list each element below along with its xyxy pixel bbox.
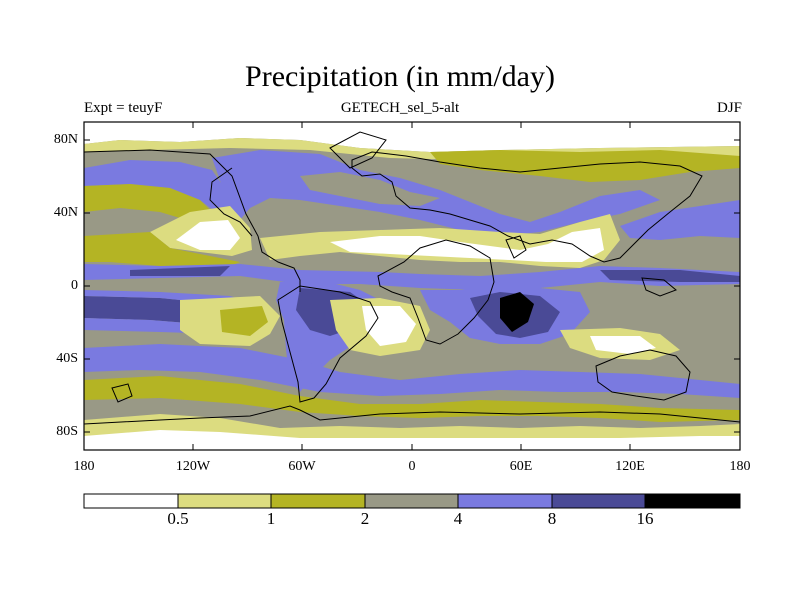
coast-nam-west: [209, 167, 253, 237]
season-label: DJF: [716, 100, 742, 116]
africa-wet-core: [500, 292, 534, 332]
arctic-dry: [84, 122, 740, 152]
atlantic-gray-pocket: [300, 172, 440, 206]
southeast-pacific-olive: [220, 306, 268, 336]
colorbar-bin-7: [645, 494, 740, 508]
coast-antarctica: [84, 405, 740, 425]
nam-arid-core: [176, 220, 240, 250]
colorbar-frame: [83, 493, 741, 509]
coastlines: [84, 131, 740, 425]
lon-label-120w: 120W: [175, 459, 211, 474]
subtropical-pacific-band: [84, 232, 240, 270]
atlantic-storm-track: [212, 150, 660, 236]
subantarctic-olive: [84, 376, 740, 422]
itcz-main: [84, 264, 740, 290]
lat-label-40n: 40N: [53, 205, 78, 220]
chart-title: Precipitation (in mm/day): [245, 60, 555, 93]
lon-label-180e: 180: [729, 459, 751, 474]
experiment-label: Expt = teuyF: [84, 100, 163, 116]
lon-label-180w: 180: [73, 459, 95, 474]
coast-new-zealand-like: [111, 383, 133, 403]
coast-africa: [377, 239, 495, 345]
lon-label-60w: 60W: [288, 459, 316, 474]
lat-label-0: 0: [71, 278, 78, 293]
coast-south-america: [277, 285, 379, 403]
colorbar-label-8: 8: [547, 509, 557, 528]
lat-label-80s: 80S: [56, 424, 78, 439]
colorbar-label-0-5: 0.5: [167, 509, 189, 528]
colorbar-bin-5: [458, 494, 552, 508]
australia-arid-core: [590, 336, 656, 354]
itcz-west-pacific-core: [600, 270, 740, 282]
colorbar-bin-3: [271, 494, 365, 508]
south-atlantic-dry: [362, 306, 416, 346]
itcz-east-pacific-core: [130, 266, 230, 276]
colorbar-label-16: 16: [636, 509, 654, 528]
colorbar-label-4: 4: [453, 509, 463, 528]
colorbar-bin-4: [365, 494, 458, 508]
lat-label-80n: 80N: [53, 132, 78, 147]
antarctic-dry: [84, 430, 740, 450]
southern-storm-track: [84, 344, 740, 398]
pacific-storm-track-west: [84, 160, 240, 222]
coast-australia: [595, 349, 691, 401]
colorbar-bin-2: [178, 494, 271, 508]
coast-maritime-continent: [641, 277, 677, 297]
lon-label-0: 0: [408, 459, 416, 474]
colorbar-bin-1: [84, 494, 178, 508]
colorbar: [83, 493, 741, 509]
lon-ticks: [83, 122, 741, 450]
lon-label-120e: 120E: [615, 459, 645, 474]
dataset-label: GETECH_sel_5-alt: [340, 100, 460, 116]
colorbar-label-1: 1: [266, 509, 276, 528]
coast-north-america: [84, 149, 301, 292]
lat-label-40s: 40S: [56, 351, 78, 366]
lat-ticks: [84, 139, 740, 433]
coast-greenland: [329, 131, 387, 169]
coast-eurasia: [351, 151, 703, 263]
pacific-storm-track-east: [620, 200, 740, 240]
colorbar-bin-6: [552, 494, 645, 508]
lon-label-60e: 60E: [509, 459, 533, 474]
precip-field: [84, 122, 740, 450]
colorbar-label-2: 2: [360, 509, 370, 528]
coast-arabia-island: [505, 235, 527, 259]
